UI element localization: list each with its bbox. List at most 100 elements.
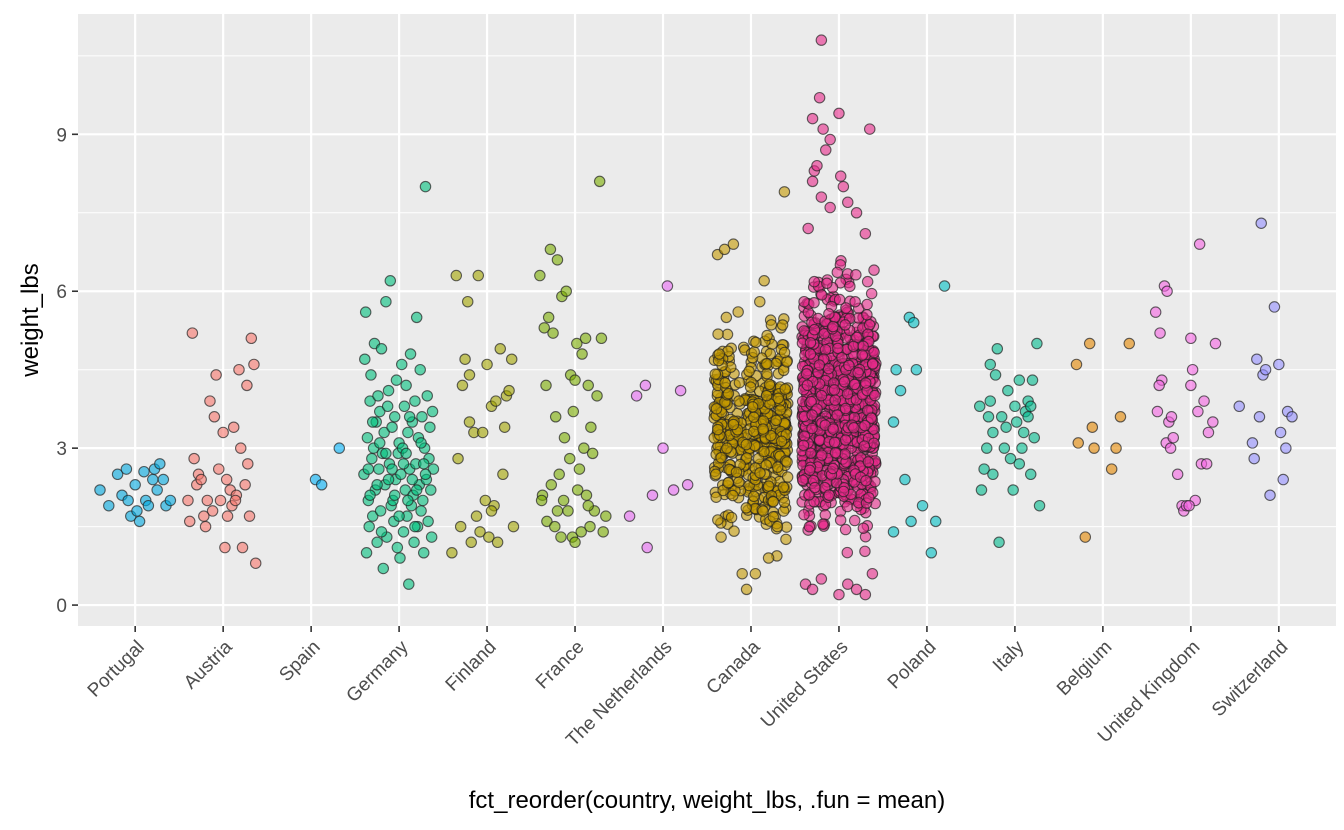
data-point <box>824 133 836 146</box>
data-point <box>397 458 410 470</box>
data-point <box>757 423 769 435</box>
data-point <box>553 468 565 481</box>
data-point <box>404 348 417 360</box>
data-point <box>549 411 562 423</box>
data-point <box>910 363 923 376</box>
data-point <box>778 496 791 509</box>
data-point <box>750 336 762 349</box>
data-point <box>582 499 594 512</box>
data-point <box>771 520 784 533</box>
data-point <box>975 484 988 496</box>
data-point <box>813 434 826 446</box>
data-point <box>1017 426 1030 439</box>
data-point <box>993 536 1005 549</box>
data-point <box>709 368 722 380</box>
data-point <box>866 567 879 580</box>
data-point <box>721 328 734 341</box>
data-point <box>715 531 727 543</box>
data-point <box>813 359 826 371</box>
grid-lines <box>78 14 1336 626</box>
data-point <box>424 421 436 433</box>
data-point <box>600 510 612 522</box>
data-point <box>925 547 938 559</box>
data-point <box>827 320 839 333</box>
data-point <box>815 34 828 46</box>
data-point <box>1083 337 1096 350</box>
data-point <box>157 473 170 486</box>
data-point <box>862 456 875 468</box>
data-point <box>837 485 850 498</box>
data-point <box>393 510 405 522</box>
data-point <box>1088 442 1100 454</box>
data-point <box>1246 437 1259 449</box>
data-point <box>661 280 674 292</box>
data-point <box>459 353 471 365</box>
data-point <box>1185 379 1197 392</box>
data-point <box>859 419 871 432</box>
data-point <box>233 363 245 376</box>
data-point <box>386 421 398 433</box>
data-point <box>839 523 852 536</box>
data-point <box>857 522 870 534</box>
data-point <box>1086 421 1099 433</box>
data-point <box>122 494 134 507</box>
data-point <box>657 442 669 454</box>
plot-panel <box>78 14 1336 626</box>
data-point <box>373 405 386 418</box>
data-point <box>833 107 845 120</box>
data-point <box>749 567 762 580</box>
data-point <box>850 583 863 596</box>
data-point <box>239 479 251 491</box>
data-point <box>363 520 375 533</box>
data-point <box>120 463 133 475</box>
data-point <box>817 518 829 530</box>
data-point <box>710 468 722 481</box>
data-point <box>778 186 791 198</box>
data-point <box>1233 400 1245 413</box>
data-point <box>243 510 256 522</box>
data-point <box>213 463 225 475</box>
data-point <box>808 296 820 309</box>
data-point <box>204 395 216 407</box>
data-point <box>804 348 817 360</box>
data-point <box>848 514 861 527</box>
data-point <box>562 505 574 517</box>
data-point <box>364 489 376 501</box>
data-point <box>454 520 467 533</box>
data-point <box>839 448 851 460</box>
data-point <box>1153 379 1165 392</box>
data-point <box>395 358 408 371</box>
data-point <box>1149 306 1162 318</box>
data-point <box>400 379 412 392</box>
data-point <box>765 319 778 331</box>
data-point <box>361 431 374 444</box>
data-point <box>841 388 854 400</box>
data-point <box>541 515 553 528</box>
data-point <box>409 520 421 533</box>
data-point <box>806 112 819 125</box>
data-point <box>417 458 430 470</box>
data-point <box>841 546 854 559</box>
data-point <box>415 505 427 517</box>
data-point <box>391 541 404 554</box>
data-point <box>867 358 879 370</box>
data-point <box>836 351 848 364</box>
data-point <box>584 520 596 533</box>
data-point <box>427 463 440 475</box>
data-point <box>744 381 757 393</box>
data-point <box>623 510 636 522</box>
data-point <box>827 462 839 475</box>
data-point <box>860 474 872 487</box>
data-point <box>722 387 735 400</box>
data-point <box>995 411 1008 423</box>
data-point <box>861 308 873 321</box>
data-point <box>646 489 659 501</box>
data-point <box>865 287 878 300</box>
data-point <box>403 411 416 423</box>
data-point <box>403 578 415 590</box>
data-point <box>849 295 861 308</box>
data-point <box>815 289 828 301</box>
data-point <box>713 348 726 360</box>
data-point <box>1207 416 1219 428</box>
